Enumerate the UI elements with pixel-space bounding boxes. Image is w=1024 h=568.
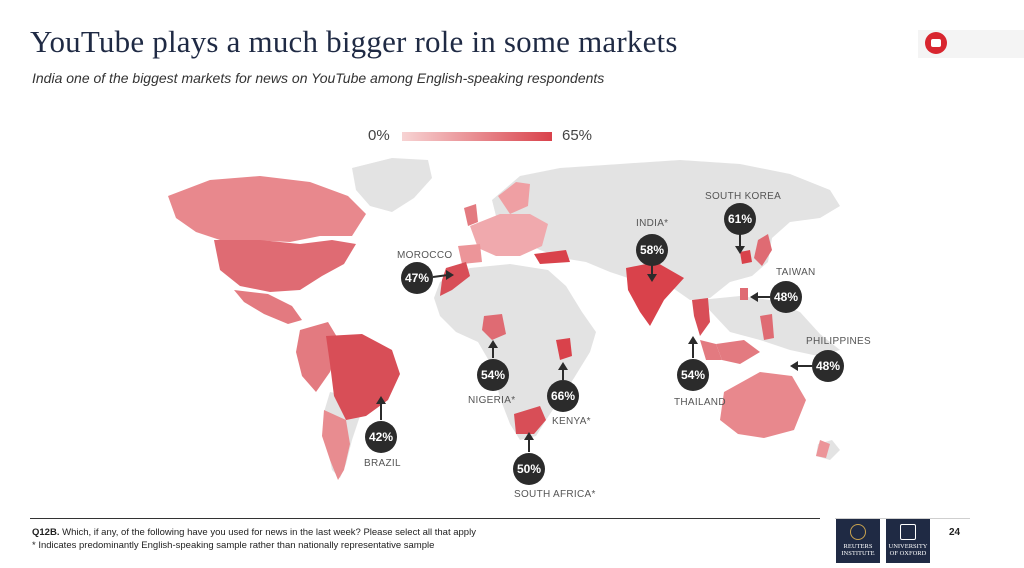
region-nigeria[interactable] xyxy=(482,314,506,340)
oxford-crest-icon xyxy=(900,524,916,540)
bubble-morocco[interactable] xyxy=(401,262,433,294)
arrowhead-philippines xyxy=(790,361,798,371)
arrowhead-south-africa xyxy=(524,432,534,440)
bubble-taiwan[interactable] xyxy=(770,281,802,313)
arrow-morocco xyxy=(432,274,449,278)
region-europe[interactable] xyxy=(470,214,548,256)
arrowhead-morocco xyxy=(446,270,454,280)
land-africa xyxy=(434,264,596,440)
arrowhead-nigeria xyxy=(488,340,498,348)
value-philippines: 48% xyxy=(816,359,840,373)
region-new-zealand[interactable] xyxy=(816,440,830,458)
region-spain[interactable] xyxy=(458,244,482,264)
label-india: INDIA* xyxy=(636,218,668,229)
label-south-africa: SOUTH AFRICA* xyxy=(514,489,596,500)
reuters-dots-icon xyxy=(850,524,866,540)
country-labels: SOUTH KOREA INDIA* MOROCCO TAIWAN PHILIP… xyxy=(364,191,871,500)
arrowhead-kenya xyxy=(558,362,568,370)
callout-arrows xyxy=(376,234,812,452)
bubble-south-korea[interactable] xyxy=(724,203,756,235)
question-code: Q12B. xyxy=(32,527,60,538)
legend-min-label: 0% xyxy=(368,127,390,144)
question-text: Which, if any, of the following have you… xyxy=(62,527,476,538)
label-thailand: THAILAND xyxy=(674,397,726,408)
region-indonesia[interactable] xyxy=(716,340,760,364)
region-malaysia[interactable] xyxy=(700,340,722,360)
legend-gradient-bar xyxy=(402,132,552,141)
region-uk[interactable] xyxy=(464,204,478,226)
value-bubbles: 61% 58% 47% 48% 48% 54% 66% 54% 42% 50% xyxy=(365,203,844,485)
arrowhead-brazil xyxy=(376,396,386,404)
region-australia[interactable] xyxy=(720,372,806,438)
region-argentina-chile[interactable] xyxy=(322,410,350,480)
label-kenya: KENYA* xyxy=(552,416,591,427)
region-thailand[interactable] xyxy=(692,298,710,336)
value-kenya: 66% xyxy=(551,389,575,403)
footer-note: * Indicates predominantly English-speaki… xyxy=(32,540,435,551)
label-south-korea: SOUTH KOREA xyxy=(705,191,781,202)
oxford-logo-text: UNIVERSITY OF OXFORD xyxy=(888,543,928,557)
bubble-south-africa[interactable] xyxy=(513,453,545,485)
region-india[interactable] xyxy=(626,262,684,326)
region-usa[interactable] xyxy=(214,240,356,292)
region-kenya[interactable] xyxy=(556,338,572,360)
value-morocco: 47% xyxy=(405,271,429,285)
region-south-korea[interactable] xyxy=(740,250,752,264)
value-taiwan: 48% xyxy=(774,290,798,304)
footer-divider xyxy=(30,518,820,519)
region-south-africa[interactable] xyxy=(514,406,546,434)
land-eurasia xyxy=(492,160,840,300)
region-morocco[interactable] xyxy=(440,262,470,296)
region-mexico[interactable] xyxy=(234,290,302,324)
label-taiwan: TAIWAN xyxy=(776,267,816,278)
region-philippines[interactable] xyxy=(760,314,774,340)
footer-question: Q12B. Which, if any, of the following ha… xyxy=(32,527,476,538)
label-philippines: PHILIPPINES xyxy=(806,336,871,347)
label-nigeria: NIGERIA* xyxy=(468,395,515,406)
value-brazil: 42% xyxy=(369,430,393,444)
bubble-brazil[interactable] xyxy=(365,421,397,453)
reuters-institute-logo: REUTERS INSTITUTE xyxy=(836,519,880,563)
bubble-nigeria[interactable] xyxy=(477,359,509,391)
bubble-kenya[interactable] xyxy=(547,380,579,412)
region-taiwan[interactable] xyxy=(740,288,748,300)
label-morocco: MOROCCO xyxy=(397,250,452,261)
arrowhead-taiwan xyxy=(750,292,758,302)
region-nordics[interactable] xyxy=(498,182,530,214)
value-thailand: 54% xyxy=(681,368,705,382)
region-turkey[interactable] xyxy=(534,250,570,264)
land-greenland xyxy=(352,158,432,212)
youtube-play-icon[interactable] xyxy=(925,32,947,54)
color-legend: 0% 65% xyxy=(368,127,608,145)
region-canada[interactable] xyxy=(168,176,366,242)
value-nigeria: 54% xyxy=(481,368,505,382)
reuters-logo-text: REUTERS INSTITUTE xyxy=(841,543,875,557)
bubble-philippines[interactable] xyxy=(812,350,844,382)
page-number: 24 xyxy=(949,527,961,538)
region-japan[interactable] xyxy=(754,234,772,266)
arrowhead-south-korea xyxy=(735,246,745,254)
highlighted-countries xyxy=(168,176,830,480)
arrowhead-india xyxy=(647,274,657,282)
oxford-university-logo: UNIVERSITY OF OXFORD xyxy=(886,519,930,563)
arrowhead-thailand xyxy=(688,336,698,344)
value-india: 58% xyxy=(640,243,664,257)
label-brazil: BRAZIL xyxy=(364,458,401,469)
bubble-india[interactable] xyxy=(636,234,668,266)
bubble-thailand[interactable] xyxy=(677,359,709,391)
legend-max-label: 65% xyxy=(562,127,593,144)
value-south-africa: 50% xyxy=(517,462,541,476)
footer-divider-logos xyxy=(835,518,970,519)
page-title: YouTube plays a much bigger role in some… xyxy=(30,24,678,59)
value-south-korea: 61% xyxy=(728,212,752,226)
page-subtitle: India one of the biggest markets for new… xyxy=(32,70,605,86)
